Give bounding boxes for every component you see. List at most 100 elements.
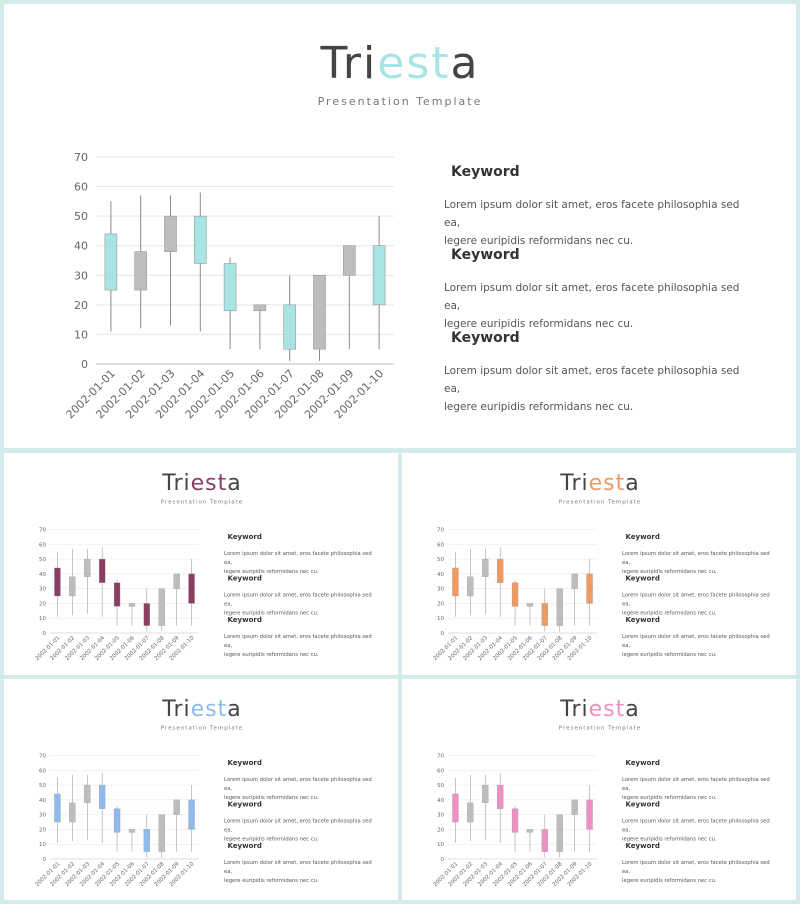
y-tick-label: 30 (39, 587, 46, 593)
candle-body (143, 829, 150, 852)
y-tick-label: 60 (437, 768, 444, 774)
keyword-heading: Keyword (227, 800, 262, 809)
y-tick-label: 10 (74, 328, 88, 341)
y-tick-label: 40 (437, 572, 444, 578)
y-tick-label: 40 (39, 572, 46, 578)
candle-body (173, 799, 180, 815)
keyword-description: Lorem ipsum dolor sit amet, eros facete … (224, 633, 372, 658)
y-tick-label: 40 (437, 798, 444, 804)
candle-body (511, 808, 519, 833)
candle-body (526, 829, 534, 833)
candle-body (541, 603, 548, 626)
title-part-1: Tri (320, 38, 378, 89)
candle-body (342, 245, 356, 276)
keyword-block-2: Keyword Lorem ipsum dolor sit amet, eros… (224, 575, 379, 618)
candle-body (482, 558, 489, 577)
slide-subtitle: Presentation Template (160, 724, 244, 732)
title-part-1: Tri (162, 470, 191, 496)
candle-body (223, 263, 237, 312)
keyword-description: Lorem ipsum dolor sit amet, eros facete … (224, 859, 372, 884)
candle-body (253, 304, 267, 312)
keyword-block-3: Keyword Lorem ipsum dolor sit amet, eros… (224, 616, 379, 659)
y-tick-label: 0 (441, 857, 445, 863)
candle-body (99, 784, 106, 809)
y-tick-label: 0 (81, 358, 88, 371)
candle-body (143, 603, 150, 626)
keyword-description: Lorem ipsum dolor sit amet, eros facete … (444, 282, 740, 330)
thumbnail-slide-blue[interactable]: Triesta Presentation Template 0 10 20 30 40 5… (4, 679, 398, 900)
keyword-block-3: Keyword Lorem ipsum dolor sit amet, eros… (622, 616, 777, 659)
y-tick-label: 70 (437, 528, 444, 534)
keyword-block-2: Keyword Lorem ipsum dolor sit amet, eros… (224, 801, 379, 844)
y-tick-label: 50 (74, 210, 88, 223)
keyword-block-3: Keyword Lorem ipsum dolor sit amet, eros… (444, 330, 754, 416)
y-tick-label: 70 (39, 528, 46, 534)
keyword-heading: Keyword (625, 616, 660, 624)
candle-body (571, 799, 578, 815)
y-tick-label: 30 (74, 269, 88, 282)
candle-body (134, 251, 147, 291)
keyword-heading: Keyword (227, 842, 262, 850)
slide-subtitle: Presentation Template (558, 724, 642, 732)
keyword-block-1: Keyword Lorem ipsum dolor sit amet, eros… (622, 759, 777, 802)
keyword-description: Lorem ipsum dolor sit amet, eros facete … (224, 818, 372, 842)
candle-body (571, 573, 578, 589)
y-tick-label: 70 (74, 151, 88, 164)
slide-title: Triesta (402, 698, 796, 720)
keyword-heading: Keyword (625, 533, 660, 541)
title-part-3: a (625, 696, 640, 722)
thumbnail-slide-orange[interactable]: Triesta Presentation Template 0 10 20 30 40 5… (402, 453, 796, 675)
keyword-heading: Keyword (227, 759, 262, 767)
y-tick-label: 50 (39, 557, 46, 563)
thumbnail-slide-pink[interactable]: Triesta Presentation Template 0 10 20 30 40 5… (402, 679, 796, 900)
slide-subtitle: Presentation Template (558, 498, 642, 506)
candle-body (467, 802, 474, 823)
candle-body (541, 829, 548, 852)
keyword-description: Lorem ipsum dolor sit amet, eros facete … (224, 776, 372, 801)
keyword-description: Lorem ipsum dolor sit amet, eros facete … (622, 776, 770, 801)
candle-body (84, 784, 91, 803)
keyword-description: Lorem ipsum dolor sit amet, eros facete … (622, 818, 770, 842)
keyword-heading: Keyword (625, 759, 660, 767)
candle-body (497, 784, 504, 809)
candle-body (194, 215, 207, 264)
y-tick-label: 60 (39, 542, 46, 548)
candle-body (69, 576, 76, 597)
keyword-heading: Keyword (227, 533, 262, 541)
candle-body (586, 799, 593, 830)
candlestick-chart: 0102030405060702002-01-012002-01-022002-… (433, 528, 597, 662)
candle-body (313, 274, 326, 350)
keyword-description: Lorem ipsum dolor sit amet, eros facete … (622, 859, 770, 884)
y-tick-label: 30 (437, 587, 444, 593)
candle-body (586, 573, 593, 604)
y-tick-label: 30 (39, 813, 46, 819)
title-part-3: a (227, 696, 242, 722)
title-part-accent: est (377, 38, 451, 89)
candle-body (173, 573, 180, 589)
keyword-block-3: Keyword Lorem ipsum dolor sit amet, eros… (224, 842, 379, 885)
y-tick-label: 10 (437, 616, 444, 622)
y-tick-label: 70 (39, 754, 46, 760)
title-part-accent: est (190, 696, 228, 722)
slide-title: Triesta (4, 698, 398, 720)
candlestick-chart: 0102030405060702002-01-012002-01-022002-… (35, 754, 199, 888)
y-tick-label: 50 (39, 783, 46, 789)
title-part-1: Tri (560, 696, 589, 722)
keyword-block-2: Keyword Lorem ipsum dolor sit amet, eros… (622, 801, 777, 844)
candle-body (452, 793, 459, 823)
keyword-heading: Keyword (625, 842, 660, 850)
keyword-heading: Keyword (625, 800, 660, 809)
candle-body (511, 582, 519, 607)
y-tick-label: 20 (74, 299, 88, 312)
keyword-block-1: Keyword Lorem ipsum dolor sit amet, eros… (224, 533, 379, 576)
candlestick-chart: 0102030405060702002-01-012002-01-022002-… (64, 151, 394, 421)
candle-body (188, 799, 195, 830)
thumbnail-slide-plum[interactable]: Triesta Presentation Template 0 10 20 30 40 5… (4, 453, 398, 675)
candle-body (113, 582, 121, 607)
keyword-heading: Keyword (451, 247, 520, 263)
slide-subtitle: Presentation Template (317, 95, 483, 108)
keyword-description: Lorem ipsum dolor sit amet, eros facete … (444, 199, 740, 247)
y-tick-label: 10 (39, 842, 46, 848)
candle-body (526, 603, 534, 607)
y-tick-label: 20 (39, 601, 46, 607)
